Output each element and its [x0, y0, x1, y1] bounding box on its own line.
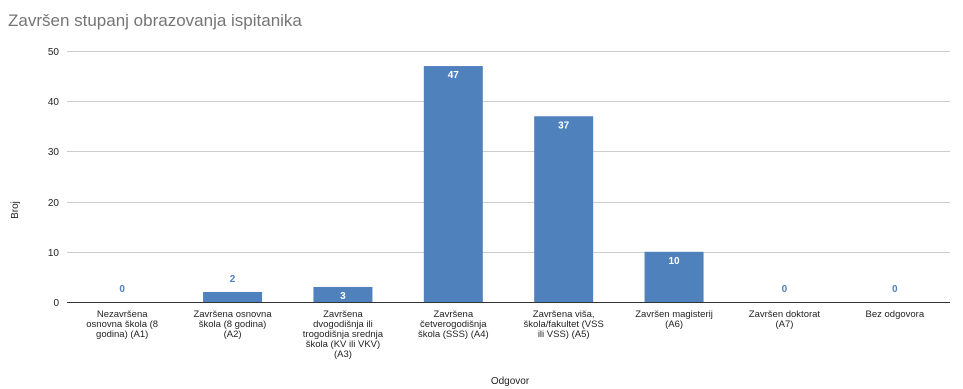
x-tick-label: Završena osnovna škola (8 godina) (A2): [193, 309, 272, 340]
x-tick-label-line: Završena osnovna: [193, 309, 272, 320]
y-tick-label: 50: [48, 47, 60, 58]
x-tick-label: Završen doktorat (A7): [749, 309, 821, 330]
data-label: 2: [230, 274, 236, 285]
x-tick-label-line: četverogodišnja: [420, 319, 487, 330]
x-tick-label-line: dvogodišnja ili: [313, 319, 373, 330]
x-tick-label-line: (A7): [775, 319, 793, 330]
data-label: 37: [558, 120, 570, 131]
x-tick-label-line: škola (8 godina): [199, 319, 267, 330]
data-label: 10: [669, 256, 681, 267]
x-axis-label: Odgovor: [491, 376, 530, 387]
y-tick-label: 20: [48, 198, 60, 209]
y-axis-label: Broj: [10, 201, 21, 219]
x-tick-label: Završena dvogodišnja ili trogodišnja sredn…: [303, 309, 384, 360]
y-tick-label: 30: [48, 147, 60, 158]
x-tick-label: Završen magisterij (A6): [635, 309, 713, 330]
bar: [644, 251, 704, 302]
bars: [203, 66, 704, 302]
chart-title: Završen stupanj obrazovanja ispitanika: [8, 11, 302, 30]
data-label: 3: [340, 291, 346, 302]
x-tick-label-line: ili VSS) (A5): [538, 329, 590, 340]
x-tick-label: Bez odgovora: [866, 309, 925, 320]
x-tick-label-line: Završena: [323, 309, 363, 320]
x-tick-label-line: Završena viša,: [533, 309, 595, 320]
x-tick-label: Nezavršena osnovna škola (8 godina) (A1): [86, 309, 158, 340]
data-labels: 0 2 3 47 37 10 0 0: [119, 70, 898, 302]
data-label: 47: [448, 70, 460, 81]
gridlines: [67, 51, 950, 303]
x-tick-label: Završena viša, škola/fakultet (VSS ili VSS…: [524, 309, 604, 340]
x-tick-label-line: (A3): [334, 349, 352, 360]
data-label: 0: [782, 284, 788, 295]
y-tick-label: 10: [48, 248, 60, 259]
x-tick-label-line: škola (KV ili VKV): [306, 339, 380, 350]
x-tick-label-line: (A2): [224, 329, 242, 340]
y-axis-ticks: 0 10 20 30 40 50: [48, 47, 60, 309]
x-tick-label-line: godina) (A1): [96, 329, 148, 340]
x-tick-label-line: osnovna škola (8: [86, 319, 158, 330]
data-label: 0: [119, 284, 125, 295]
x-tick-label-line: škola (SSS) (A4): [418, 329, 489, 340]
x-tick-label-line: Završen doktorat: [749, 309, 821, 320]
x-tick-label-line: trogodišnja srednja: [303, 329, 384, 340]
x-tick-label-line: Završena: [434, 309, 474, 320]
x-tick-label-line: (A6): [665, 319, 683, 330]
x-tick-label-line: Bez odgovora: [866, 309, 925, 320]
y-tick-label: 40: [48, 97, 60, 108]
x-axis-categories: Nezavršena osnovna škola (8 godina) (A1) Za…: [86, 309, 925, 360]
bar: [203, 291, 263, 302]
x-tick-label-line: škola/fakultet (VSS: [524, 319, 604, 330]
x-tick-label: Završena četverogodišnja škola (SSS) (A4): [418, 309, 489, 340]
bar: [534, 116, 594, 302]
x-tick-label-line: Nezavršena: [97, 309, 148, 320]
y-tick-label: 0: [53, 298, 59, 309]
bar: [313, 286, 373, 302]
data-label: 0: [892, 284, 898, 295]
x-tick-label-line: Završen magisterij: [635, 309, 713, 320]
bar: [423, 66, 483, 302]
